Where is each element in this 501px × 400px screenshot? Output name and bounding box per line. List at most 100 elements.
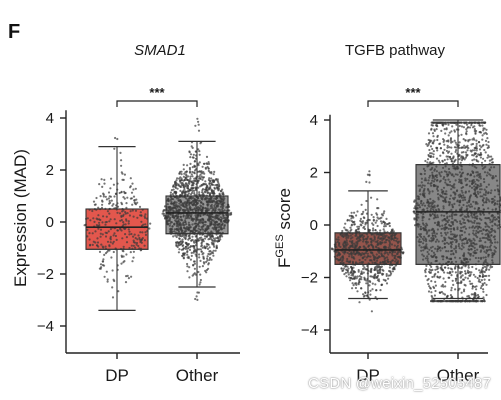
- data-point: [369, 259, 372, 262]
- data-point: [125, 236, 128, 239]
- data-point: [444, 239, 447, 242]
- data-point: [100, 243, 103, 246]
- data-point: [202, 228, 205, 231]
- data-point: [109, 238, 112, 241]
- data-point: [197, 225, 201, 228]
- data-point: [477, 141, 480, 144]
- data-point: [193, 193, 196, 196]
- data-point: [482, 201, 486, 204]
- data-point: [439, 175, 442, 178]
- data-point: [485, 190, 488, 193]
- data-point: [469, 174, 473, 177]
- data-point: [352, 270, 356, 273]
- data-point: [193, 172, 196, 175]
- data-point: [476, 215, 479, 218]
- data-point: [469, 205, 472, 208]
- data-point: [362, 264, 365, 267]
- data-point: [484, 139, 488, 142]
- data-point: [380, 213, 383, 216]
- data-point: [433, 178, 436, 181]
- data-point: [480, 218, 483, 221]
- data-point: [186, 175, 190, 178]
- data-point: [486, 137, 489, 140]
- data-point: [497, 190, 500, 193]
- data-point: [454, 246, 458, 249]
- data-point: [484, 193, 487, 197]
- data-point: [344, 244, 347, 247]
- data-point: [216, 240, 219, 243]
- data-point: [176, 187, 179, 190]
- data-point: [435, 147, 439, 150]
- data-point: [393, 244, 396, 247]
- data-point: [375, 267, 378, 270]
- data-point: [106, 240, 110, 243]
- data-point: [112, 234, 115, 237]
- data-point: [104, 223, 107, 226]
- data-point: [449, 172, 452, 175]
- data-point: [457, 243, 460, 246]
- data-point: [374, 229, 377, 232]
- data-point: [483, 278, 486, 281]
- data-point: [373, 266, 376, 270]
- data-point: [454, 150, 457, 153]
- data-point: [131, 260, 134, 263]
- data-point: [191, 230, 194, 233]
- data-point: [432, 161, 435, 164]
- data-point: [365, 282, 368, 285]
- data-point: [347, 246, 350, 249]
- data-point: [441, 190, 445, 193]
- data-point: [466, 219, 469, 222]
- data-point: [464, 237, 467, 240]
- data-point: [391, 251, 394, 254]
- data-point: [431, 205, 435, 208]
- data-point: [494, 207, 498, 210]
- data-point: [455, 143, 458, 146]
- data-point: [208, 171, 211, 174]
- data-point: [434, 247, 437, 250]
- data-point: [191, 170, 194, 174]
- data-point: [193, 262, 196, 265]
- data-point: [464, 121, 467, 124]
- data-point: [478, 239, 481, 243]
- data-point: [209, 199, 212, 202]
- data-point: [348, 214, 351, 217]
- data-point: [437, 159, 440, 162]
- data-point: [494, 246, 498, 250]
- data-point: [421, 192, 425, 195]
- data-point: [467, 215, 470, 218]
- data-point: [482, 208, 485, 211]
- data-point: [101, 233, 104, 236]
- data-point: [477, 179, 480, 182]
- data-point: [348, 219, 351, 222]
- data-point: [200, 236, 203, 239]
- data-point: [462, 121, 465, 124]
- data-point: [382, 220, 385, 223]
- data-point: [457, 245, 460, 248]
- data-point: [188, 150, 191, 153]
- data-point: [384, 256, 387, 259]
- data-point: [459, 220, 462, 223]
- data-point: [464, 191, 467, 194]
- data-point: [417, 184, 420, 187]
- data-point: [350, 277, 353, 280]
- data-point: [345, 268, 348, 271]
- data-point: [467, 204, 470, 207]
- data-point: [453, 238, 456, 241]
- data-point: [350, 211, 353, 214]
- data-point: [182, 163, 185, 166]
- data-point: [465, 123, 469, 126]
- data-point: [486, 249, 489, 253]
- data-point: [358, 246, 361, 249]
- data-point: [484, 165, 487, 168]
- data-point: [446, 231, 449, 234]
- data-point: [434, 289, 437, 293]
- data-point: [179, 228, 182, 231]
- data-point: [179, 240, 183, 243]
- data-point: [341, 269, 344, 272]
- data-point: [443, 176, 446, 179]
- data-point: [206, 247, 210, 250]
- data-point: [129, 251, 132, 254]
- data-point: [459, 272, 462, 275]
- data-point: [442, 121, 445, 124]
- data-point: [179, 185, 182, 189]
